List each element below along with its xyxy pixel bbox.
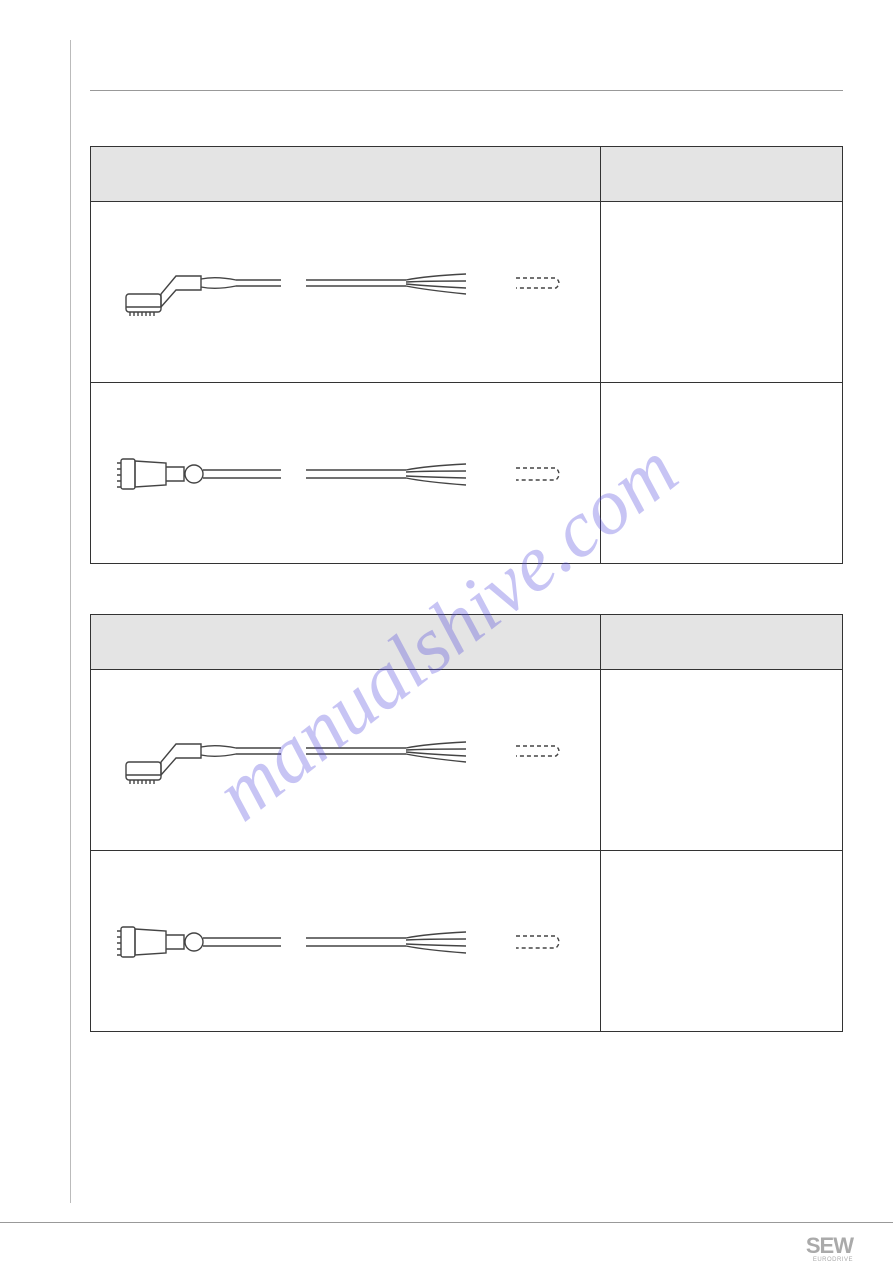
page-footer: SEW EURODRIVE bbox=[0, 1222, 893, 1233]
cable-angled-icon bbox=[106, 720, 586, 800]
table-cell-right bbox=[601, 670, 842, 850]
cable-cell-straight bbox=[91, 851, 601, 1031]
table-header-left bbox=[91, 615, 601, 669]
table-row bbox=[91, 851, 842, 1031]
table-row bbox=[91, 202, 842, 383]
table-header-right bbox=[601, 147, 842, 201]
brand-logo: SEW EURODRIVE bbox=[806, 1235, 853, 1263]
cable-cell-angled bbox=[91, 202, 601, 382]
cable-straight-icon bbox=[106, 433, 586, 513]
table-row bbox=[91, 383, 842, 563]
header-divider bbox=[90, 90, 843, 91]
logo-main: SEW bbox=[806, 1235, 853, 1257]
table-cell-right bbox=[601, 383, 842, 563]
page-content bbox=[0, 0, 893, 1263]
cable-straight-icon bbox=[106, 901, 586, 981]
table-header-right bbox=[601, 615, 842, 669]
table-header-left bbox=[91, 147, 601, 201]
table-cell-right bbox=[601, 202, 842, 382]
table-header-row bbox=[91, 147, 842, 202]
table-cell-right bbox=[601, 851, 842, 1031]
cable-cell-angled bbox=[91, 670, 601, 850]
cable-cell-straight bbox=[91, 383, 601, 563]
cable-table-2 bbox=[90, 614, 843, 1032]
logo-sub: EURODRIVE bbox=[806, 1257, 853, 1263]
cable-table-1 bbox=[90, 146, 843, 564]
table-header-row bbox=[91, 615, 842, 670]
cable-angled-icon bbox=[106, 252, 586, 332]
table-row bbox=[91, 670, 842, 851]
